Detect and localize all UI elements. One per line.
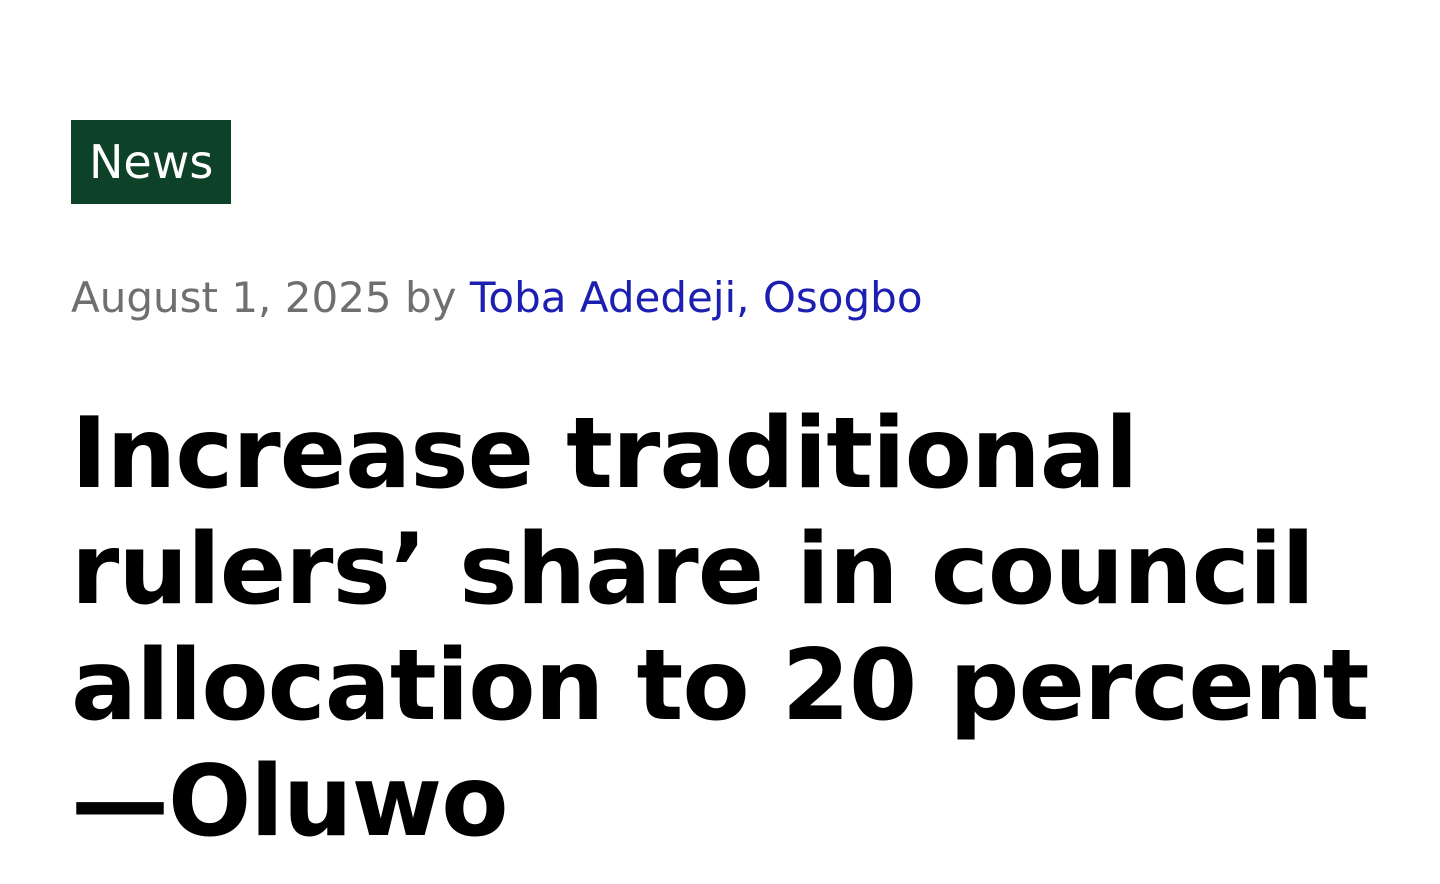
- article-meta: August 1, 2025 by Toba Adedeji, Osogbo: [71, 270, 1391, 326]
- article-headline: Increase traditional rulers’ share in co…: [71, 397, 1369, 859]
- author-link[interactable]: Toba Adedeji, Osogbo: [469, 273, 923, 322]
- article-header: News August 1, 2025 by Toba Adedeji, Oso…: [71, 120, 1391, 860]
- category-badge-news[interactable]: News: [71, 120, 232, 204]
- publish-date: August 1, 2025: [71, 273, 392, 322]
- byline-prefix: by: [405, 273, 457, 322]
